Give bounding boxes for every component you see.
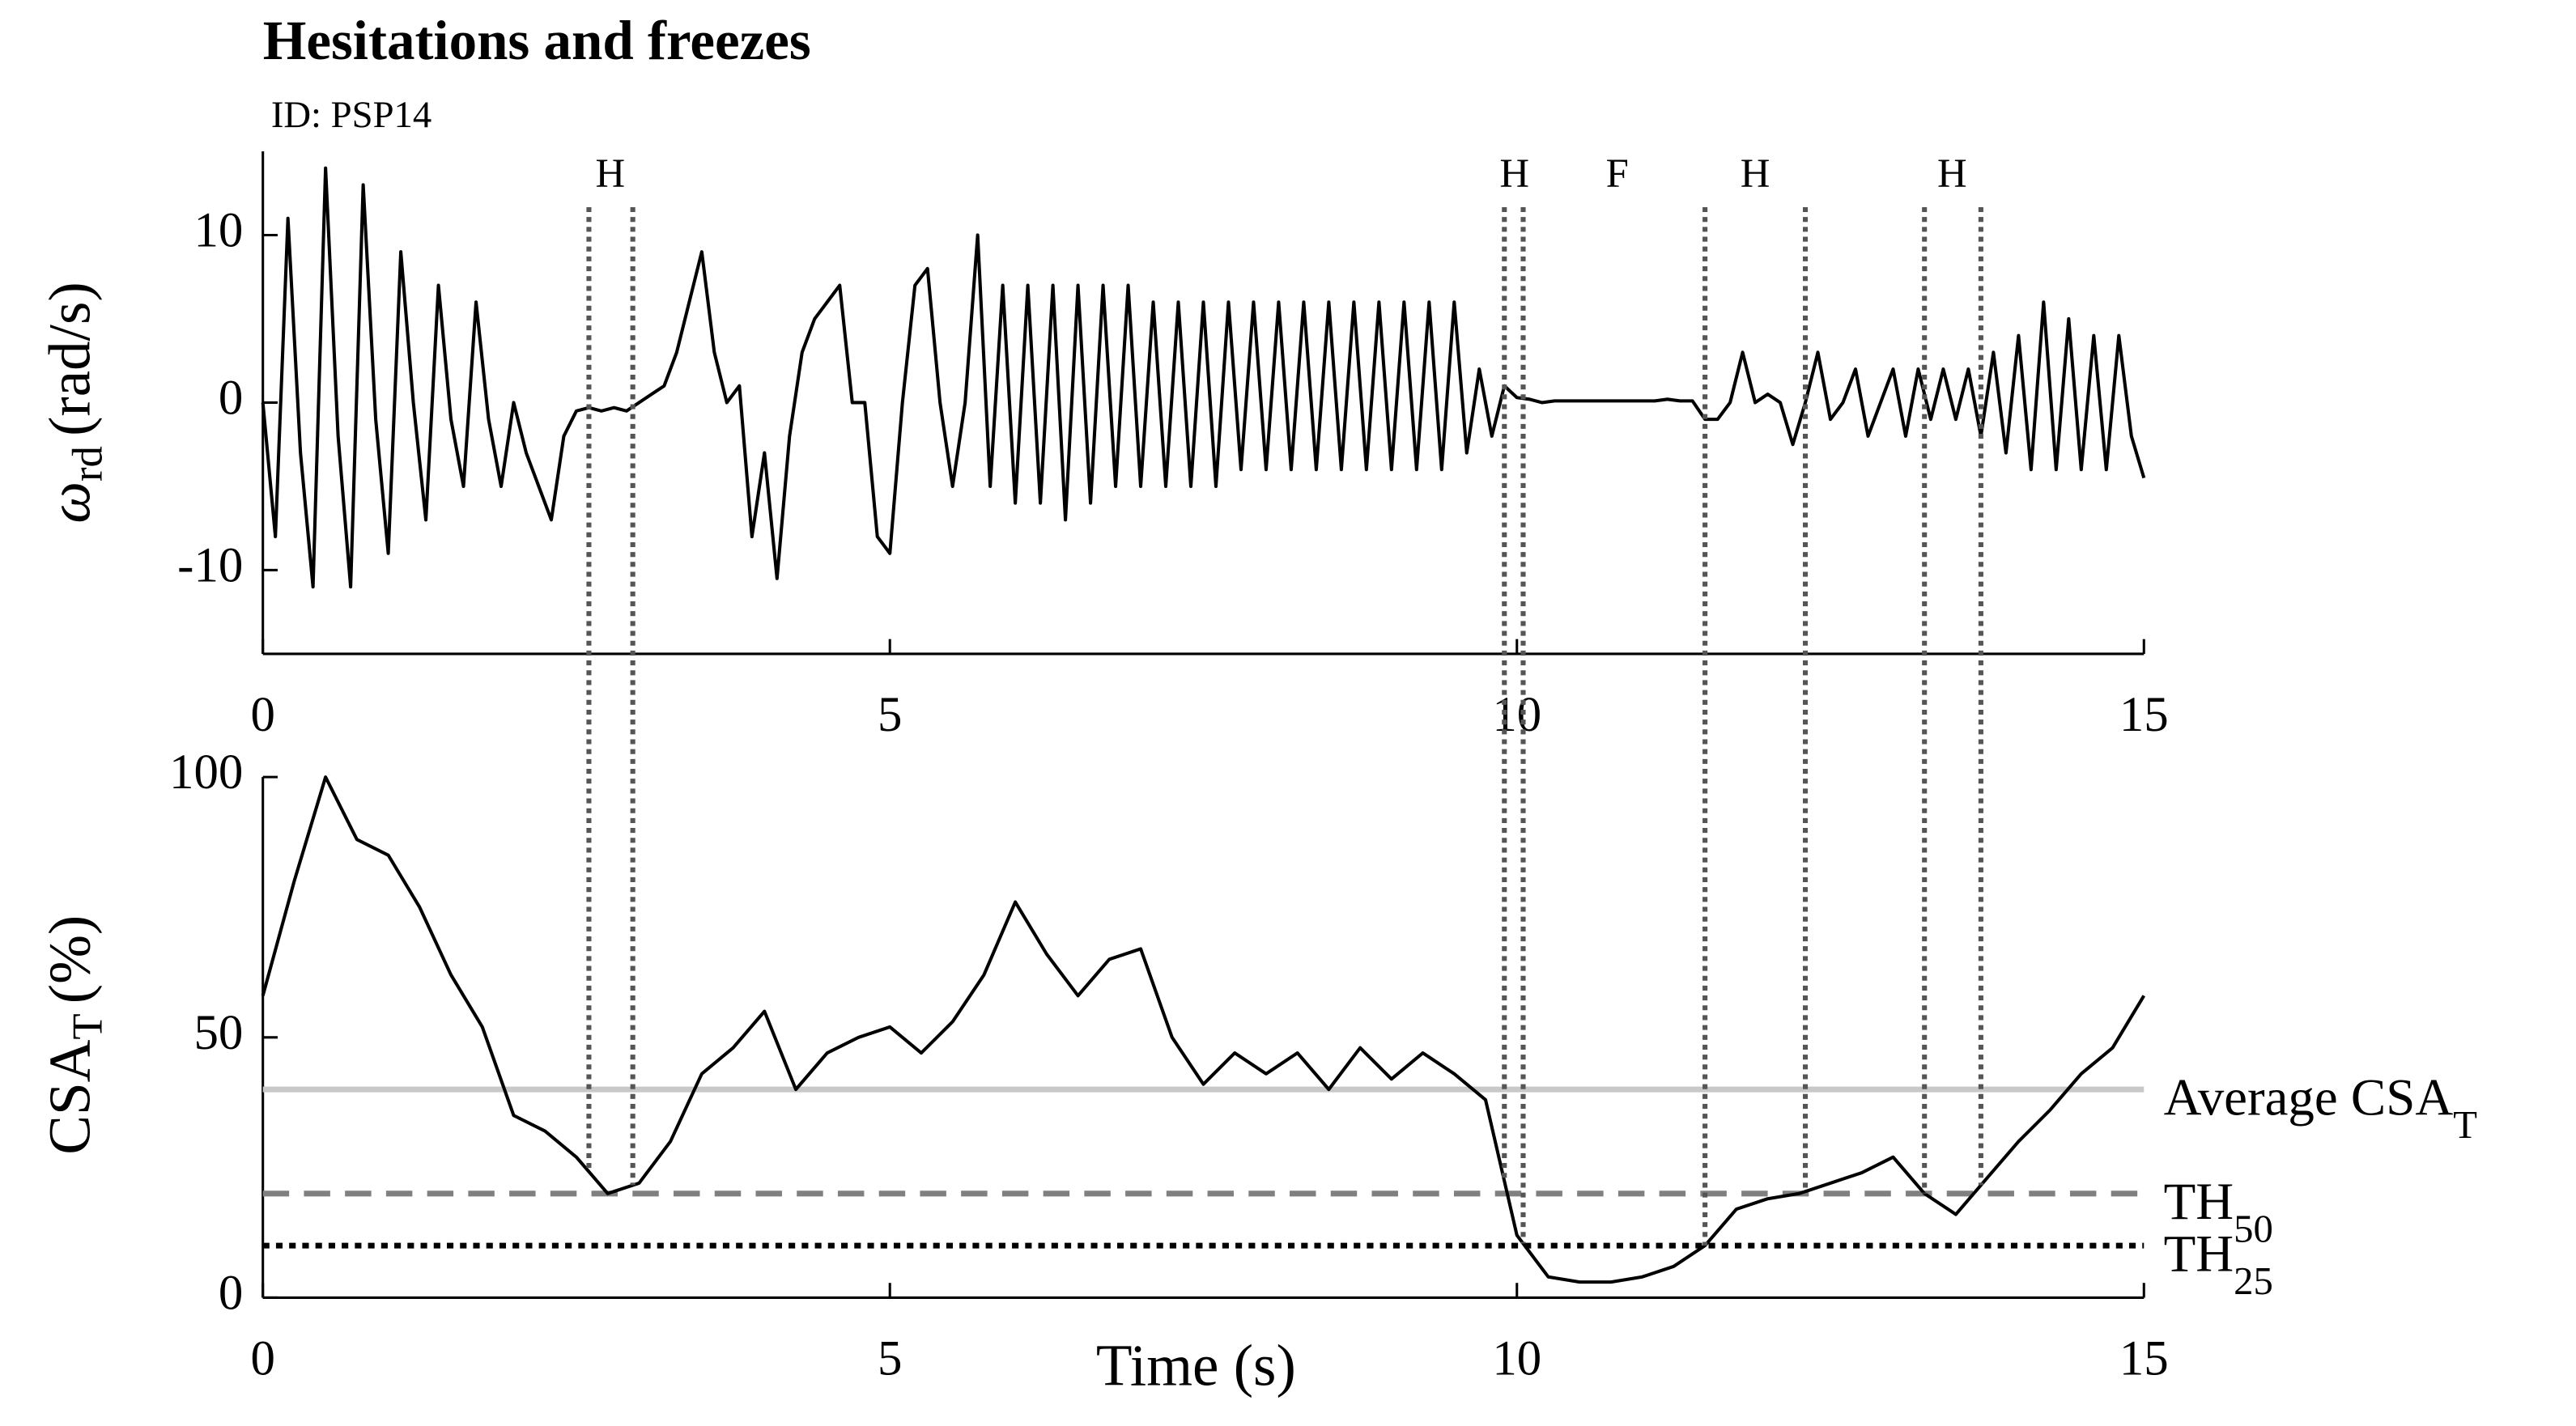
reference-label: TH25: [2164, 1224, 2273, 1303]
reference-label-sub: T: [2453, 1103, 2477, 1147]
event-label: F: [1606, 151, 1629, 196]
y-tick-label: 50: [193, 1006, 243, 1060]
x-tick-label: 15: [2119, 688, 2169, 742]
y-tick-label: 0: [219, 1266, 243, 1320]
chart-subtitle: ID: PSP14: [271, 94, 431, 136]
y-label-symbol: CSA: [36, 1039, 102, 1154]
y-tick-label: 100: [169, 745, 243, 800]
y-label-sub: rd: [65, 446, 112, 482]
x-tick-label: 0: [250, 688, 274, 742]
x-tick-label: 5: [878, 688, 902, 742]
event-label: H: [1741, 151, 1770, 196]
x-tick-label: 0: [250, 1332, 274, 1386]
reference-label-text: TH: [2164, 1173, 2234, 1231]
y-label-unit: (rad/s): [36, 282, 102, 436]
y-tick-label: 10: [193, 203, 243, 257]
x-axis-label: Time (s): [1096, 1333, 1296, 1398]
x-tick-label: 10: [1492, 688, 1541, 742]
x-tick-label: 10: [1492, 1332, 1541, 1386]
reference-label-sub: 25: [2234, 1259, 2273, 1303]
y-label-symbol: ω: [36, 482, 102, 524]
y-axis-label: ωrd (rad/s): [36, 282, 112, 523]
data-line: [261, 775, 2146, 1284]
x-tick-label: 15: [2119, 1332, 2169, 1386]
reference-label-sub: 50: [2234, 1207, 2273, 1251]
event-label: H: [1499, 151, 1529, 196]
x-tick-label: 5: [878, 1332, 902, 1386]
reference-label-text: TH: [2164, 1224, 2234, 1283]
y-tick-label: 0: [219, 371, 243, 425]
reference-label: Average CSAT: [2164, 1068, 2477, 1147]
chart-title: Hesitations and freezes: [263, 10, 811, 71]
y-tick-label: -10: [177, 538, 243, 592]
event-label: H: [595, 151, 625, 196]
data-line: [261, 166, 2146, 589]
y-label-sub: T: [65, 1013, 112, 1039]
reference-label-text: Average CSA: [2164, 1068, 2454, 1127]
y-label-unit: (%): [36, 915, 102, 1004]
event-label: H: [1937, 151, 1967, 196]
reference-label: TH50: [2164, 1173, 2273, 1251]
y-axis-label: CSAT (%): [36, 915, 112, 1155]
